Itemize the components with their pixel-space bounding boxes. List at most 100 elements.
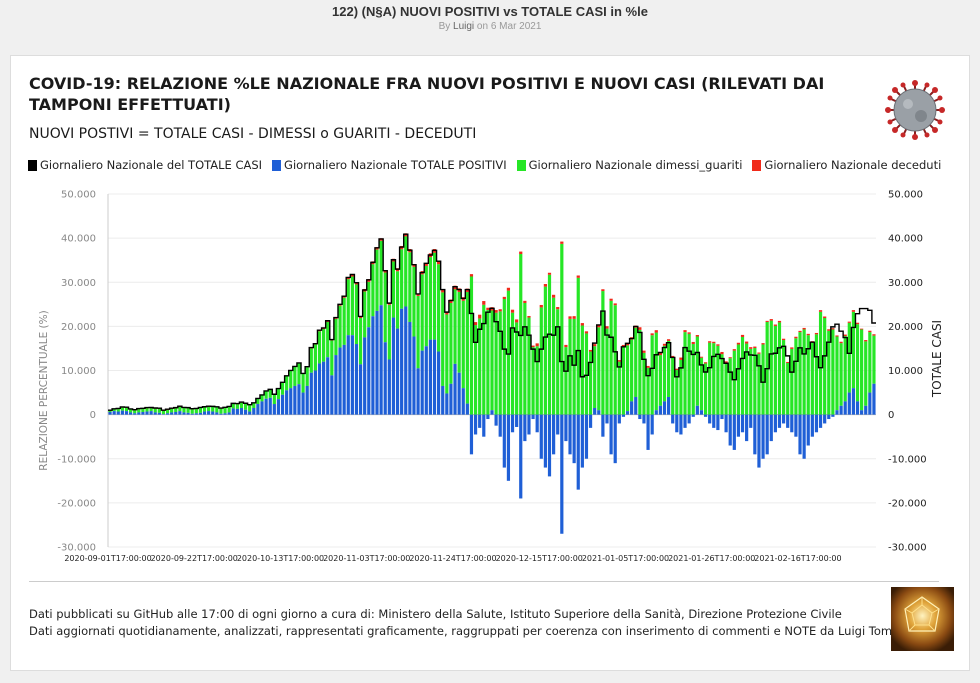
bar-dimessi-guariti xyxy=(280,382,285,395)
bar-dimessi-guariti xyxy=(367,281,371,328)
bar-deceduti xyxy=(847,321,851,323)
bar-dimessi-guariti xyxy=(798,332,802,415)
author-link[interactable]: Luigi xyxy=(453,21,475,32)
bar-deceduti xyxy=(502,296,506,300)
bar-deceduti xyxy=(740,334,745,337)
bar-totale-positivi xyxy=(457,372,461,415)
y-tick-label-left: -10.000 xyxy=(57,454,96,465)
bar-totale-positivi xyxy=(280,394,285,415)
bar-dimessi-guariti xyxy=(642,352,646,415)
bar-totale-positivi xyxy=(568,414,572,455)
bar-totale-positivi xyxy=(445,393,449,415)
bar-totale-positivi xyxy=(350,335,354,415)
bar-totale-positivi xyxy=(547,414,552,477)
bar-dimessi-guariti xyxy=(773,325,777,415)
bar-totale-positivi xyxy=(420,350,424,415)
bar-dimessi-guariti xyxy=(703,363,708,415)
bar-totale-positivi xyxy=(313,370,318,415)
bar-totale-positivi xyxy=(108,411,112,415)
bar-deceduti xyxy=(523,300,527,303)
bar-dimessi-guariti xyxy=(671,357,675,415)
bar-totale-positivi xyxy=(662,401,667,415)
bar-dimessi-guariti xyxy=(404,236,408,307)
bar-dimessi-guariti xyxy=(823,317,827,415)
bar-totale-positivi xyxy=(416,368,420,415)
bar-dimessi-guariti xyxy=(691,344,695,415)
footer-line-1: Dati pubblicati su GitHub alle 17:00 di … xyxy=(29,607,842,621)
bar-dimessi-guariti xyxy=(864,341,868,406)
bar-dimessi-guariti xyxy=(461,300,465,389)
bar-totale-positivi xyxy=(552,414,556,455)
bar-dimessi-guariti xyxy=(354,284,359,345)
bar-dimessi-guariti xyxy=(609,300,613,415)
bar-totale-positivi xyxy=(576,414,580,490)
bar-dimessi-guariti xyxy=(252,402,256,409)
legend-item-totale-positivi[interactable]: Giornaliero Nazionale TOTALE POSITIVI xyxy=(272,158,507,172)
bar-dimessi-guariti xyxy=(420,274,424,351)
bar-totale-positivi xyxy=(449,383,453,415)
bar-totale-positivi xyxy=(207,411,211,415)
bar-dimessi-guariti xyxy=(322,329,326,362)
bar-totale-positivi xyxy=(724,414,728,433)
bar-dimessi-guariti xyxy=(818,311,823,415)
bar-dimessi-guariti xyxy=(666,340,671,397)
bar-totale-positivi xyxy=(798,414,802,455)
bar-dimessi-guariti xyxy=(478,318,482,415)
bar-totale-positivi xyxy=(851,388,856,415)
bar-deceduti xyxy=(654,330,658,333)
bar-totale-positivi xyxy=(539,414,543,459)
bar-totale-positivi xyxy=(338,347,342,415)
bar-dimessi-guariti xyxy=(839,343,843,406)
bar-totale-positivi xyxy=(408,321,412,415)
bar-deceduti xyxy=(358,316,363,318)
bar-dimessi-guariti xyxy=(794,338,798,415)
bar-deceduti xyxy=(851,310,856,312)
bar-deceduti xyxy=(465,288,469,292)
bar-totale-positivi xyxy=(527,414,531,435)
bar-deceduti xyxy=(498,309,502,312)
legend-item-dimessi-guariti[interactable]: Giornaliero Nazionale dimessi_guariti xyxy=(516,158,742,172)
bar-dimessi-guariti xyxy=(391,261,396,318)
legend-item-totale-casi[interactable]: Giornaliero Nazionale del TOTALE CASI xyxy=(28,158,262,172)
y-tick-label-left: 40.000 xyxy=(61,234,96,245)
legend-label: Giornaliero Nazionale del TOTALE CASI xyxy=(40,158,263,172)
bar-deceduti xyxy=(354,282,359,285)
bar-dimessi-guariti xyxy=(810,342,814,415)
legend-item-deceduti[interactable]: Giornaliero Nazionale deceduti xyxy=(752,158,941,172)
legend-swatch-deceduti xyxy=(752,159,762,171)
bar-dimessi-guariti xyxy=(211,406,215,412)
bar-deceduti xyxy=(437,261,441,265)
byline-prefix: By xyxy=(438,21,454,32)
bar-deceduti xyxy=(679,357,683,360)
bar-dimessi-guariti xyxy=(120,407,124,411)
bar-dimessi-guariti xyxy=(432,252,437,340)
bar-totale-positivi xyxy=(124,411,129,415)
bar-totale-positivi xyxy=(810,414,814,437)
bar-deceduti xyxy=(560,241,564,244)
bar-deceduti xyxy=(691,341,695,345)
bar-dimessi-guariti xyxy=(860,329,864,411)
bar-deceduti xyxy=(350,274,354,277)
bar-totale-positivi xyxy=(597,410,601,415)
bar-totale-positivi xyxy=(227,412,231,415)
bar-deceduti xyxy=(473,322,478,326)
bar-totale-positivi xyxy=(412,336,416,415)
bar-dimessi-guariti xyxy=(182,407,186,413)
bar-totale-positivi xyxy=(354,344,359,415)
bar-dimessi-guariti xyxy=(108,410,112,412)
bar-totale-positivi xyxy=(289,388,293,415)
bar-deceduti xyxy=(662,343,667,346)
bar-dimessi-guariti xyxy=(219,408,223,414)
bar-totale-positivi xyxy=(133,413,137,415)
bar-deceduti xyxy=(749,347,753,349)
bar-dimessi-guariti xyxy=(675,370,679,415)
bar-totale-positivi xyxy=(621,414,626,417)
bar-totale-positivi xyxy=(564,414,568,442)
bar-deceduti xyxy=(506,287,511,291)
bar-dimessi-guariti xyxy=(239,402,244,409)
footer-divider xyxy=(29,581,939,582)
bar-dimessi-guariti xyxy=(416,295,420,369)
bar-totale-positivi xyxy=(638,414,642,420)
bar-deceduti xyxy=(588,349,593,352)
bar-totale-positivi xyxy=(531,414,535,420)
